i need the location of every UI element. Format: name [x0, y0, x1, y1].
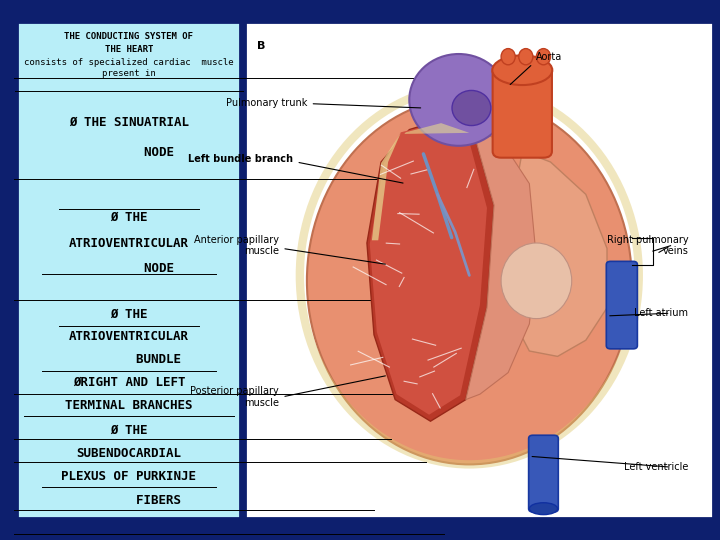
Text: PLEXUS OF PURKINJE: PLEXUS OF PURKINJE	[61, 470, 197, 483]
Text: BUNDLE: BUNDLE	[76, 353, 181, 366]
Text: present in: present in	[102, 69, 156, 78]
Text: Posterior papillary
muscle: Posterior papillary muscle	[190, 386, 279, 408]
FancyBboxPatch shape	[606, 261, 637, 349]
Ellipse shape	[536, 49, 551, 65]
Text: ATRIOVENTRICULAR: ATRIOVENTRICULAR	[69, 237, 189, 249]
Text: Left ventricle: Left ventricle	[624, 462, 688, 472]
Text: NODE: NODE	[84, 262, 174, 275]
Text: B: B	[258, 41, 266, 51]
Ellipse shape	[452, 90, 491, 126]
Text: NODE: NODE	[84, 146, 174, 159]
Ellipse shape	[307, 97, 631, 464]
Text: ATRIOVENTRICULAR: ATRIOVENTRICULAR	[69, 330, 189, 343]
Text: Pulmonary trunk: Pulmonary trunk	[225, 98, 307, 107]
Ellipse shape	[518, 49, 533, 65]
Text: Ø THE: Ø THE	[110, 211, 148, 224]
Ellipse shape	[492, 55, 552, 85]
Polygon shape	[466, 130, 536, 400]
FancyBboxPatch shape	[492, 66, 552, 158]
Ellipse shape	[501, 243, 572, 319]
FancyBboxPatch shape	[246, 22, 713, 518]
Text: Ø THE: Ø THE	[110, 424, 148, 437]
Polygon shape	[405, 123, 469, 134]
FancyBboxPatch shape	[17, 22, 240, 518]
Text: THE HEART: THE HEART	[105, 45, 153, 55]
Ellipse shape	[409, 54, 508, 146]
Text: TERMINAL BRANCHES: TERMINAL BRANCHES	[66, 399, 193, 411]
Polygon shape	[372, 133, 401, 240]
Text: Right pulmonary
veins: Right pulmonary veins	[606, 235, 688, 256]
Text: ØRIGHT AND LEFT: ØRIGHT AND LEFT	[73, 376, 185, 389]
Text: consists of specialized cardiac  muscle: consists of specialized cardiac muscle	[24, 58, 234, 67]
Ellipse shape	[529, 503, 557, 515]
Text: Anterior papillary
muscle: Anterior papillary muscle	[194, 235, 279, 256]
Polygon shape	[367, 119, 494, 421]
Text: Ø THE SINUATRIAL: Ø THE SINUATRIAL	[69, 116, 189, 129]
Text: Aorta: Aorta	[536, 52, 562, 62]
Text: SUBENDOCARDIAL: SUBENDOCARDIAL	[76, 447, 181, 460]
Text: THE CONDUCTING SYSTEM OF: THE CONDUCTING SYSTEM OF	[65, 32, 194, 42]
Polygon shape	[508, 151, 607, 356]
Text: FIBERS: FIBERS	[76, 494, 181, 507]
FancyBboxPatch shape	[528, 435, 558, 512]
Text: Left atrium: Left atrium	[634, 308, 688, 318]
Polygon shape	[370, 123, 487, 415]
Text: Ø THE: Ø THE	[110, 308, 148, 321]
Ellipse shape	[501, 49, 516, 65]
Text: Left bundle branch: Left bundle branch	[188, 154, 293, 164]
